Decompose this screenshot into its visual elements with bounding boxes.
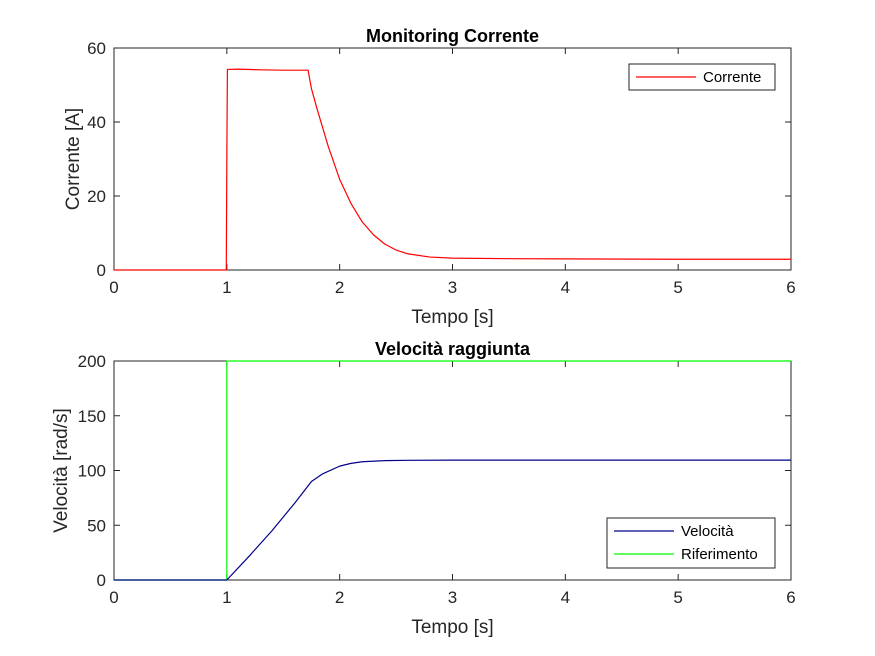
x-axis-label: Tempo [s] [411,617,493,638]
series-line-velocit- [114,459,791,581]
x-tick-label: 4 [561,588,570,607]
legend-entry: Corrente [703,69,761,86]
x-tick-label: 5 [673,278,682,297]
y-tick-label: 0 [97,571,106,590]
y-axis-label: Velocità [rad/s] [51,408,72,533]
x-tick-label: 0 [109,278,118,297]
x-tick-label: 5 [673,588,682,607]
x-tick-label: 3 [448,278,457,297]
x-tick-label: 6 [786,588,795,607]
x-tick-label: 3 [448,588,457,607]
y-tick-label: 100 [78,462,106,481]
legend-box [606,517,776,569]
x-tick-label: 6 [786,278,795,297]
legend-entry: Riferimento [681,546,758,563]
y-tick-label: 50 [87,516,106,535]
x-axis-label: Tempo [s] [411,307,493,328]
y-tick-label: 150 [78,407,106,426]
x-tick-label: 4 [561,278,570,297]
x-tick-label: 1 [222,278,231,297]
chart-title: Monitoring Corrente [366,26,539,46]
chart-title: Velocità raggiunta [375,339,531,359]
y-tick-label: 40 [87,113,106,132]
legend: Velocità Riferimento [606,517,776,569]
x-tick-label: 2 [335,278,344,297]
chart-velocita: 0 1 2 3 4 5 6 0 50 100 150 200 Velocità raggiunta Tem… [51,339,796,638]
y-tick-label: 0 [97,261,106,280]
y-tick-label: 20 [87,187,106,206]
y-tick-label: 60 [87,39,106,58]
legend: Corrente [628,63,776,91]
x-tick-label: 0 [109,588,118,607]
x-tick-label: 1 [222,588,231,607]
y-tick-label: 200 [78,352,106,371]
series-line-corrente [114,68,791,271]
y-axis-label: Corrente [A] [63,108,84,210]
legend-entry: Velocità [681,523,734,540]
x-tick-label: 2 [335,588,344,607]
